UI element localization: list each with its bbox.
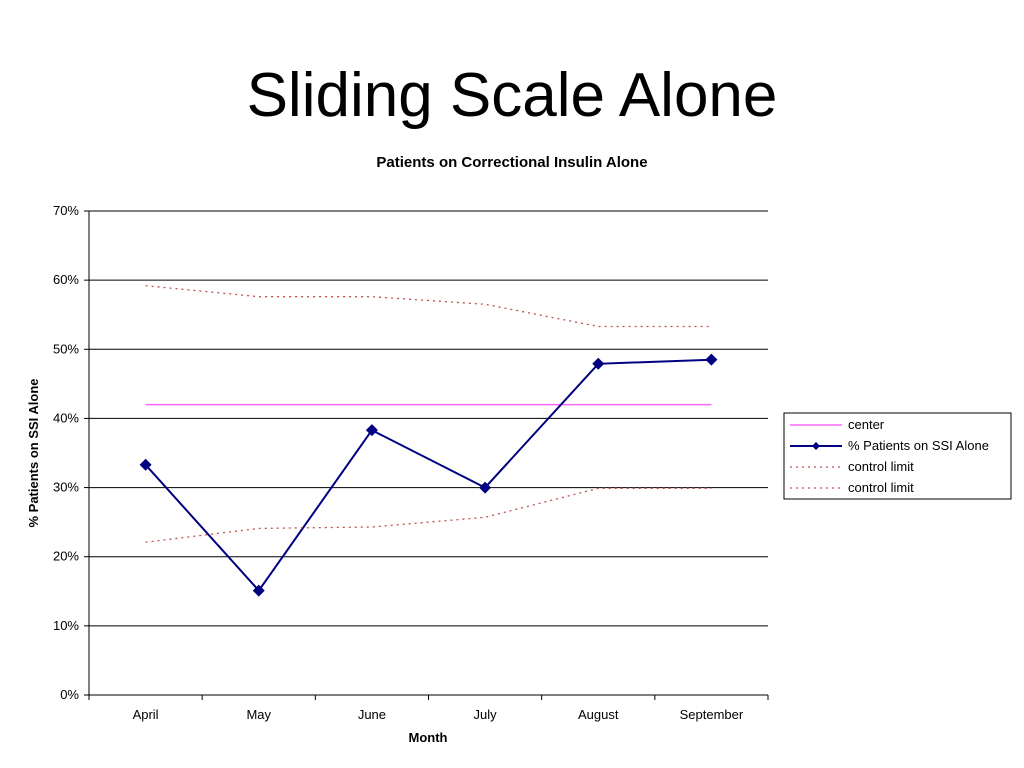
y-tick-label: 50%	[53, 341, 79, 356]
data-point	[705, 353, 718, 366]
legend-label-2: control limit	[848, 459, 914, 474]
data-point	[479, 481, 492, 494]
x-tick-label: June	[358, 707, 386, 722]
legend-box	[783, 412, 1012, 500]
legend-label-0: center	[848, 417, 885, 432]
legend-marker	[812, 442, 820, 450]
data-point	[252, 584, 265, 597]
x-tick-label: July	[474, 707, 498, 722]
y-axis-title: % Patients on SSI Alone	[26, 378, 41, 527]
y-tick-label: 10%	[53, 618, 79, 633]
y-tick-label: 70%	[53, 203, 79, 218]
data-point	[365, 424, 378, 437]
gridlines	[89, 210, 768, 627]
series-line-1	[144, 358, 712, 593]
series-line-2	[145, 285, 712, 328]
x-tick-label: April	[133, 707, 159, 722]
x-tick-label: September	[680, 707, 744, 722]
legend: center % Patients on SSI Alone control lim…	[783, 412, 1012, 500]
x-axis-title: Month	[409, 730, 448, 745]
series-lines	[144, 285, 712, 593]
y-tick-label: 60%	[53, 272, 79, 287]
slide-title: Sliding Scale Alone	[246, 61, 778, 130]
data-markers	[139, 353, 718, 597]
chart-title: Patients on Correctional Insulin Alone	[376, 154, 647, 171]
y-tick-label: 0%	[60, 687, 79, 702]
x-tick-label: August	[578, 707, 619, 722]
legend-label-3: control limit	[848, 480, 914, 495]
axes: 0% 10% 20% 30% 40% 50% 60% 70% April May June July A…	[53, 203, 769, 722]
legend-label-1: % Patients on SSI Alone	[848, 438, 989, 453]
data-point	[139, 458, 152, 471]
series-line-3	[145, 487, 712, 543]
y-tick-label: 20%	[53, 549, 79, 564]
x-tick-label: May	[246, 707, 271, 722]
y-tick-label: 40%	[53, 410, 79, 425]
y-tick-label: 30%	[53, 480, 79, 495]
data-point	[592, 357, 605, 370]
